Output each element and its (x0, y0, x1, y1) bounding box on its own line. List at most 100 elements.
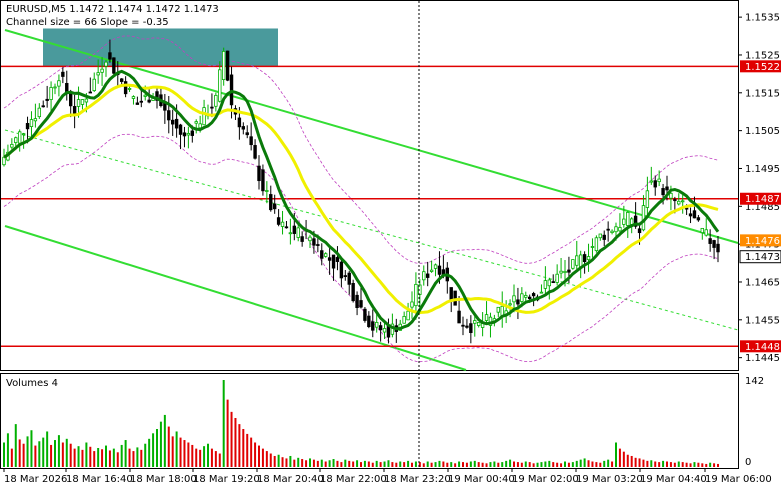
candle-body (218, 69, 222, 102)
candle-body (331, 254, 336, 269)
candle-body (414, 283, 418, 307)
candle-body (410, 301, 414, 308)
candle-body (194, 121, 198, 124)
candle-body (300, 236, 304, 242)
candle-body (641, 205, 646, 231)
candle-body (610, 230, 614, 233)
level-tag-label-1: 1.1487 (745, 194, 780, 205)
price-tag-0 (740, 234, 781, 247)
candle-body (229, 74, 234, 106)
candle-body (80, 99, 85, 105)
candle-body (237, 117, 242, 128)
candle-body (88, 91, 93, 94)
candle-body (104, 61, 108, 67)
candle-body (563, 270, 567, 274)
time-label-2: 18 Mar 18:00 (130, 474, 197, 485)
candle-body (288, 232, 293, 235)
candle-body (174, 118, 179, 129)
candle-body (155, 91, 159, 101)
candle-body (308, 236, 312, 242)
candle-body (567, 269, 571, 273)
candle-body (276, 217, 281, 225)
candle-body (575, 255, 579, 266)
candle-body (496, 306, 501, 313)
price-tag-label-0: 1.1476 (745, 236, 780, 247)
candle-body (25, 123, 30, 130)
candle-body (143, 94, 147, 97)
candle-body (21, 133, 26, 136)
volume-panel-title: Volumes 4 (6, 378, 58, 389)
candle-body (257, 165, 261, 182)
candle-body (590, 246, 595, 248)
candle-body (68, 93, 73, 107)
candle-body (598, 233, 603, 239)
candle-body (14, 137, 18, 143)
candle-body (582, 254, 587, 262)
candle-body (292, 225, 297, 234)
candle-body (202, 107, 206, 126)
candle-body (33, 118, 38, 122)
candle-body (214, 94, 218, 107)
time-label-4: 18 Mar 20:40 (257, 474, 324, 485)
header-symbol-line: EURUSD,M5 1.1472 1.1474 1.1472 1.1473 (6, 4, 219, 15)
time-label-1: 18 Mar 16:40 (66, 474, 133, 485)
candle-body (119, 78, 124, 82)
candle-body (371, 321, 375, 331)
candle-body (249, 136, 253, 146)
candle-body (139, 100, 144, 103)
candle-body (657, 178, 661, 183)
time-label-11: 19 Mar 06:00 (705, 474, 772, 485)
candle-body (41, 105, 45, 108)
candle-body (167, 110, 171, 121)
candle-body (461, 324, 465, 327)
candle-body (272, 203, 277, 210)
candle-body (457, 310, 461, 324)
candle-body (296, 227, 300, 238)
price-tag-label-1: 1.1473 (745, 252, 780, 263)
candle-body (131, 96, 136, 99)
candle-body (100, 68, 104, 73)
candle-body (602, 234, 606, 240)
candle-body (253, 145, 257, 159)
candle-body (261, 169, 265, 192)
price-tick-label-2: 1.1515 (745, 88, 780, 99)
candle-body (571, 259, 575, 269)
envelope-upper (3, 35, 719, 264)
candle-body (512, 295, 516, 303)
candle-body (367, 315, 371, 328)
time-label-0: 18 Mar 2026 (4, 474, 67, 485)
candle-body (221, 51, 226, 81)
candle-body (17, 131, 22, 144)
time-label-7: 19 Mar 00:40 (448, 474, 515, 485)
candle-body (649, 180, 654, 183)
level-tag-label-2: 1.1448 (745, 342, 780, 353)
candle-body (96, 72, 100, 76)
candle-body (708, 238, 712, 244)
candle-body (323, 253, 328, 257)
candle-body (347, 272, 351, 285)
candle-body (476, 321, 481, 326)
candle-body (225, 50, 230, 81)
candle-body (700, 227, 705, 234)
level-tag-label-0: 1.1522 (745, 62, 780, 73)
candle-body (531, 293, 536, 297)
candle-body (559, 270, 563, 274)
candle-body (355, 294, 359, 309)
candle-body (312, 238, 316, 246)
candle-body (484, 314, 489, 321)
time-label-3: 18 Mar 19:20 (193, 474, 260, 485)
candle-body (527, 296, 532, 300)
candle-body (265, 190, 269, 192)
candle-body (653, 180, 657, 188)
candle-body (680, 200, 685, 203)
candle-body (57, 80, 61, 87)
candle-body (45, 98, 49, 101)
candle-body (10, 144, 14, 148)
candle-body (669, 192, 673, 199)
candle-body (673, 199, 677, 202)
envelope-lower (3, 133, 719, 363)
candle-body (343, 275, 348, 277)
candle-body (182, 132, 187, 137)
candle-body (280, 221, 285, 227)
